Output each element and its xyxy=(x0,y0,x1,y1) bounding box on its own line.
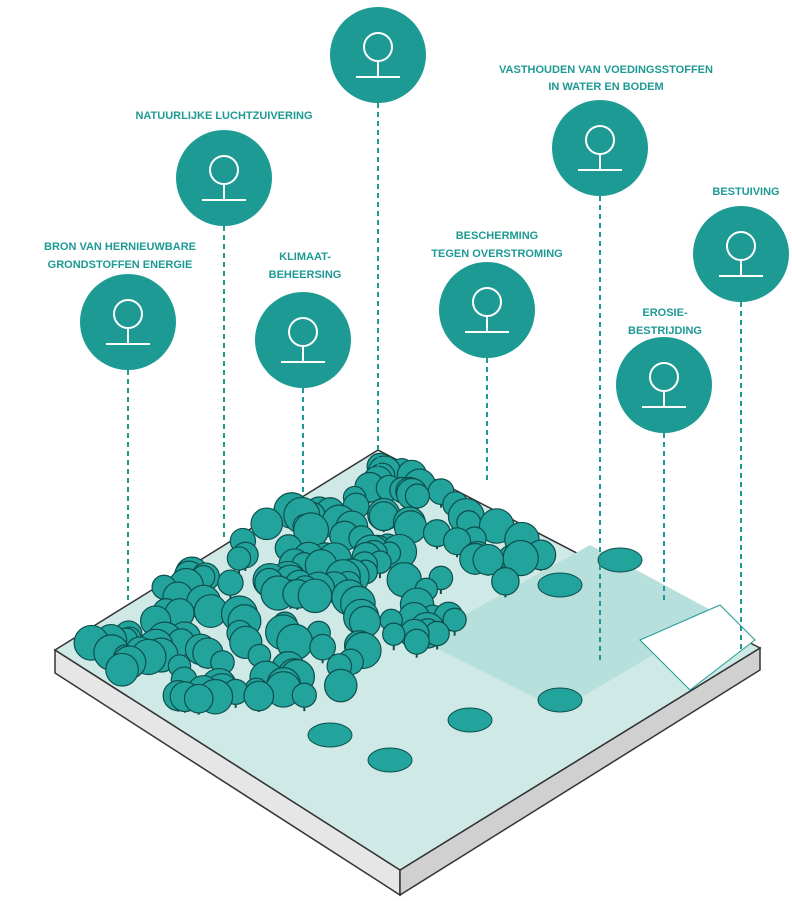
node-label: BESCHERMING xyxy=(456,230,539,242)
service-circle xyxy=(616,337,712,433)
shrub xyxy=(537,572,583,598)
node-label: NATUURLIJKE LUCHTZUIVERING xyxy=(135,110,312,122)
service-circle xyxy=(439,262,535,358)
node-label: TEGEN OVERSTROMING xyxy=(431,248,562,260)
shrub xyxy=(597,547,643,573)
shrub xyxy=(307,722,353,748)
forest xyxy=(73,452,643,773)
tree xyxy=(382,622,406,646)
shrub xyxy=(447,707,493,733)
node-label: VASTHOUDEN VAN VOEDINGSSTOFFEN xyxy=(499,64,713,76)
tree xyxy=(250,507,284,541)
node-label: BESTRIJDING xyxy=(628,325,702,337)
tree xyxy=(297,578,333,614)
tree xyxy=(403,628,430,655)
service-circle xyxy=(255,292,351,388)
tree xyxy=(243,680,275,712)
node-label: EROSIE- xyxy=(642,307,688,319)
node-label: BRON VAN HERNIEUWBARE xyxy=(44,241,196,253)
tree xyxy=(323,668,358,703)
tree xyxy=(442,607,467,632)
shrub xyxy=(367,747,413,773)
service-circle xyxy=(693,206,789,302)
node-label: KLIMAAT- xyxy=(279,251,331,263)
tree xyxy=(183,683,214,714)
tree xyxy=(472,543,505,576)
node-label: IN WATER EN BODEM xyxy=(548,81,663,93)
node-label: GRONDSTOFFEN ENERGIE xyxy=(48,259,193,271)
node-label: BESTUIVING xyxy=(712,186,779,198)
tree xyxy=(491,567,520,596)
node-label: BEHEERSING xyxy=(269,269,342,281)
tree xyxy=(217,569,244,596)
service-circle xyxy=(552,100,648,196)
service-circle xyxy=(176,130,272,226)
shrub xyxy=(537,687,583,713)
meadow xyxy=(420,545,720,710)
tree xyxy=(291,682,317,708)
service-circle xyxy=(80,274,176,370)
tree xyxy=(226,546,252,571)
service-circle xyxy=(330,7,426,103)
tree xyxy=(105,652,139,687)
tree xyxy=(309,633,336,661)
tree xyxy=(404,483,430,509)
flower-field xyxy=(639,604,756,691)
